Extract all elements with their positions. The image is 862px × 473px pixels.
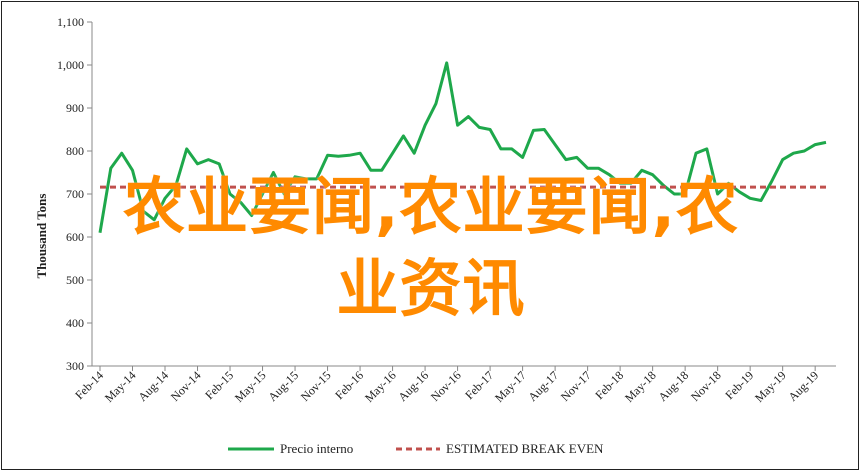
y-tick-label: 1,000: [57, 58, 84, 72]
x-tick-label: Aug-19: [785, 368, 821, 404]
y-tick-label: 700: [66, 187, 84, 201]
legend: Precio interno ESTIMATED BREAK EVEN: [228, 441, 604, 456]
y-tick-label: 1,100: [57, 15, 84, 29]
x-axis: Feb-14May-14Aug-14Nov-14Feb-15May-15Aug-…: [72, 365, 836, 405]
y-tick-label: 600: [66, 230, 84, 244]
x-tick-label: Aug-18: [655, 368, 691, 404]
x-tick-label: Feb-16: [332, 368, 366, 402]
x-tick-label: May-15: [232, 368, 269, 405]
x-tick-label: Feb-18: [592, 368, 626, 402]
x-tick-label: Feb-14: [72, 368, 106, 402]
x-tick-label: Nov-16: [428, 368, 464, 404]
y-tick-label: 300: [66, 359, 84, 373]
x-tick-label: Nov-18: [688, 368, 724, 404]
overlay-text-line-1: 农业要闻,农业要闻,农: [122, 170, 740, 243]
x-tick-label: May-17: [492, 368, 529, 405]
x-tick-label: May-18: [622, 368, 659, 405]
legend-label-precio-interno: Precio interno: [280, 441, 353, 456]
series-line-precio-interno: [98, 61, 827, 233]
y-axis-label: Thousand Tons: [34, 194, 49, 279]
x-tick-label: Aug-14: [135, 368, 171, 404]
y-tick-label: 500: [66, 273, 84, 287]
overlay-text-line-2: 业资讯: [336, 252, 526, 325]
x-tick-label: Nov-17: [558, 368, 594, 404]
x-tick-label: Nov-15: [298, 368, 334, 404]
y-axis: 700 800 900 1,000 1,100 600 500 400 300: [57, 15, 93, 373]
legend-label-break-even: ESTIMATED BREAK EVEN: [446, 441, 604, 456]
x-tick-label: Aug-17: [525, 368, 561, 404]
x-tick-label: Feb-19: [722, 368, 756, 402]
x-tick-label: May-19: [752, 368, 789, 405]
y-tick-label: 400: [66, 316, 84, 330]
series-layer: [98, 61, 827, 233]
y-tick-label: 900: [66, 101, 84, 115]
x-tick-label: May-14: [102, 368, 139, 405]
x-tick-label: Nov-14: [168, 368, 204, 404]
x-tick-label: Feb-17: [462, 368, 496, 402]
x-tick-label: Aug-15: [265, 368, 301, 404]
x-tick-label: Aug-16: [395, 368, 431, 404]
y-tick-label: 800: [66, 144, 84, 158]
x-tick-label: Feb-15: [202, 368, 236, 402]
x-tick-label: May-16: [362, 368, 399, 405]
